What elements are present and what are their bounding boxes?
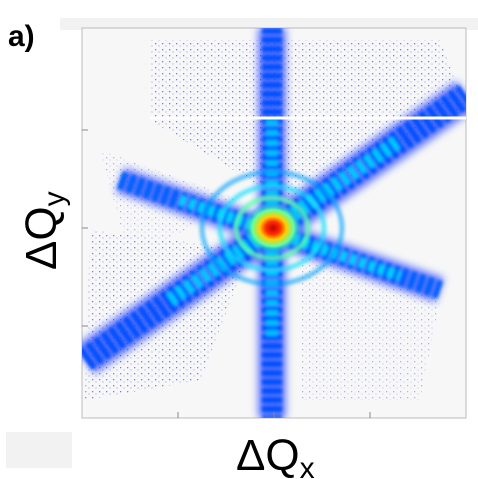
x-label-sub: x: [300, 452, 315, 479]
y-label-main: ΔQ: [17, 206, 66, 270]
panel-label: a): [8, 20, 35, 53]
rings: [199, 169, 345, 287]
y-label-sub: y: [38, 191, 71, 206]
top-band: [60, 18, 478, 30]
x-label-main: ΔQ: [236, 431, 300, 479]
x-axis-label: ΔQx: [236, 431, 315, 479]
diffraction-pattern: [82, 28, 466, 418]
corner-band: [6, 432, 72, 468]
ticks: [82, 129, 371, 418]
y-axis-label: ΔQy: [17, 191, 71, 270]
central-peak: [243, 202, 303, 254]
